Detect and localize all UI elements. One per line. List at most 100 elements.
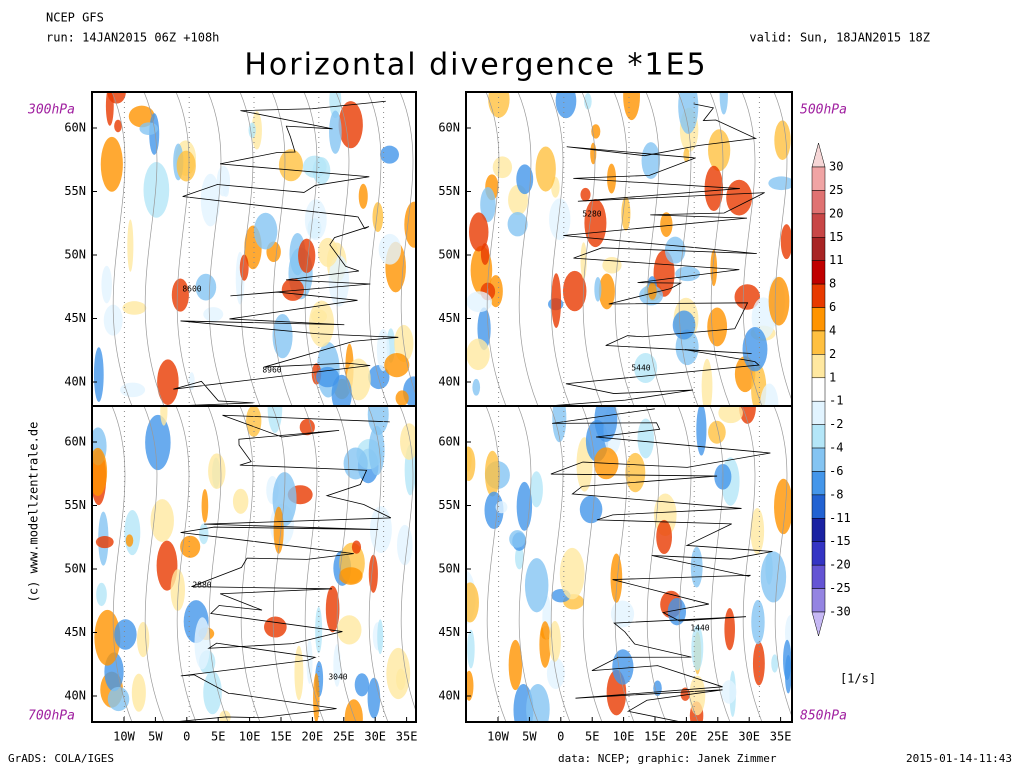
field-blob [315, 606, 323, 654]
field-blob [397, 524, 413, 566]
field-blob [201, 488, 209, 523]
colorbar-box [811, 237, 826, 261]
height-contour [271, 406, 293, 722]
lat-label: 60N [64, 121, 86, 135]
field-blob [372, 202, 384, 232]
field-blob [278, 149, 304, 182]
lon-label: 20E [302, 730, 324, 744]
panel-field [466, 92, 792, 406]
field-blob [683, 148, 690, 163]
lat-label: 45N [438, 311, 460, 325]
colorbar-label: 11 [829, 253, 843, 267]
field-blob [367, 677, 381, 719]
field-blob [208, 453, 226, 489]
coastline [172, 414, 392, 722]
field-blob [272, 313, 293, 359]
colorbar-box [811, 330, 826, 355]
height-contour [143, 406, 165, 722]
field-blob [188, 372, 195, 391]
colorbar-label: 25 [829, 183, 843, 197]
field-blob [623, 92, 640, 121]
field-blob [466, 291, 493, 313]
height-contour [239, 92, 261, 406]
field-blob [526, 683, 550, 722]
field-blob [472, 378, 481, 396]
height-contour [175, 92, 197, 406]
field-blob [368, 364, 390, 390]
height-contour [709, 92, 731, 406]
title: Horizontal divergence *1E5 [244, 48, 707, 83]
colorbar-label: 1 [829, 370, 836, 384]
height-contour [367, 406, 389, 722]
height-contour [367, 92, 389, 406]
field-blob [128, 105, 155, 128]
lon-label: 25E [333, 730, 355, 744]
height-contour [773, 92, 792, 402]
field-blob [598, 273, 615, 310]
colorbar-unit: [1/s] [840, 672, 876, 686]
field-blob [508, 639, 523, 691]
height-contour [335, 92, 357, 406]
colorbar-label: -1 [829, 394, 843, 408]
field-blob [469, 212, 489, 252]
level-label: 700hPa [28, 709, 75, 724]
lon-label: 30E [364, 730, 386, 744]
lat-label: 45N [64, 311, 86, 325]
colorbar-box [811, 213, 826, 238]
field-blob [131, 673, 146, 712]
field-blob [678, 92, 699, 134]
field-blob [484, 491, 504, 529]
field-blob [92, 447, 108, 496]
field-blob [281, 278, 305, 301]
field-blob [306, 639, 313, 684]
field-blob [584, 199, 607, 248]
field-blob [607, 163, 617, 194]
field-blob [107, 686, 130, 712]
field-blob [602, 256, 622, 274]
colorbar-box [811, 260, 826, 285]
colorbar-box [811, 377, 826, 402]
footer-left: GrADS: COLA/IGES [8, 752, 114, 765]
field-blob [143, 162, 170, 218]
field-blob [726, 179, 753, 216]
field-blob [774, 120, 791, 161]
field-blob [783, 639, 792, 681]
colorbar-bottom [811, 611, 826, 637]
field-blob [404, 201, 416, 248]
colorbar-label: -15 [829, 534, 851, 548]
field-blob [580, 187, 591, 202]
panel-field [93, 92, 416, 406]
field-blob [495, 501, 508, 514]
height-contour [271, 92, 293, 406]
height-contour [581, 406, 603, 722]
field-blob [139, 122, 159, 136]
colorbar-box [811, 424, 826, 449]
model: NCEP GFS [46, 11, 104, 25]
colorbar-box [811, 400, 826, 425]
height-contour [709, 406, 731, 722]
field-blob [739, 406, 756, 424]
field-blob [516, 481, 533, 531]
field-blob [338, 101, 363, 149]
field-blob [384, 353, 410, 378]
field-blob [708, 129, 731, 172]
field-blob [708, 420, 726, 444]
lon-label: 35E [396, 730, 418, 744]
field-blob [579, 495, 603, 524]
field-blob [95, 536, 114, 549]
field-blob [559, 547, 585, 600]
height-contour [207, 406, 229, 722]
field-blob [346, 358, 371, 401]
field-blob [160, 406, 168, 426]
field-blob [294, 645, 304, 701]
field-blob [105, 92, 114, 126]
field-blob [466, 582, 479, 623]
field-blob [660, 212, 673, 237]
field-blob [264, 616, 287, 638]
field-blob [100, 136, 123, 192]
field-blob [125, 534, 134, 547]
height-contour [741, 92, 763, 406]
contour-label: 1440 [690, 624, 709, 633]
colorbar-box [811, 190, 826, 215]
lon-label: 5E [211, 730, 225, 744]
